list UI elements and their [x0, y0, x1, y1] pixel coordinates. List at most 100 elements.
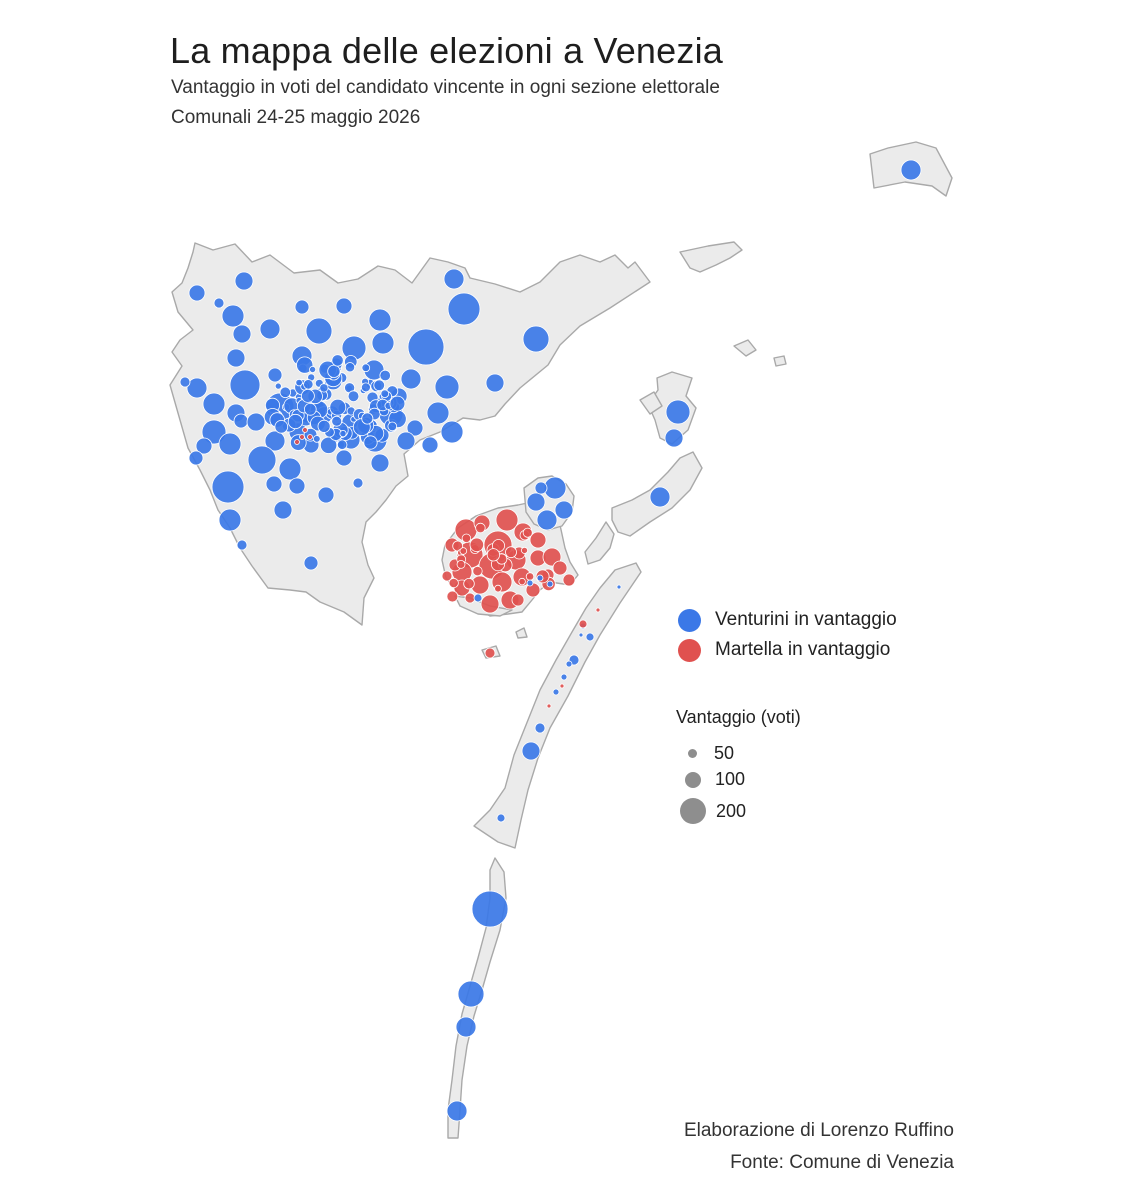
venturini-marker [526, 579, 534, 587]
venturini-marker [400, 368, 422, 390]
map-title: La mappa delle elezioni a Venezia [170, 30, 723, 71]
venturini-marker [305, 317, 333, 345]
size-legend-50-label: 50 [714, 743, 735, 763]
venturini-marker [234, 271, 254, 291]
venturini-marker [434, 374, 460, 400]
venturini-marker [485, 373, 505, 393]
venturini-marker [361, 363, 371, 373]
martella-marker [307, 434, 313, 440]
venturini-marker [352, 477, 364, 489]
venturini-marker [287, 413, 303, 430]
venturini-marker [426, 401, 450, 425]
venturini-marker [521, 741, 541, 761]
martella-marker [302, 427, 308, 433]
martella-marker [480, 594, 500, 614]
martella-marker [463, 578, 475, 590]
land-islet-3 [515, 627, 528, 639]
size-legend-100-dot [685, 771, 701, 788]
color-legend: Venturini in vantaggio Martella in vanta… [678, 605, 978, 665]
martella-marker [495, 508, 519, 532]
venturini-marker [554, 500, 574, 520]
martella-marker [469, 537, 485, 553]
venturini-marker [267, 367, 283, 383]
size-legend-100: 100 [680, 769, 745, 790]
venturini-marker [421, 436, 439, 454]
venturini-marker [900, 159, 922, 181]
venturini-marker [186, 377, 208, 399]
martella-marker [459, 547, 468, 555]
venturini-marker [229, 369, 261, 401]
venturini-marker [274, 419, 289, 434]
venturini-marker [396, 431, 416, 451]
venturini-marker [380, 389, 390, 399]
martella-marker [595, 607, 601, 613]
venturini-marker [218, 432, 242, 456]
legend-martella-label: Martella in vantaggio [715, 639, 891, 660]
martella-marker [578, 619, 588, 629]
martella-marker [475, 522, 486, 534]
venturini-marker [279, 386, 292, 399]
legend-venturini-label: Venturini in vantaggio [715, 609, 897, 630]
martella-marker [448, 577, 459, 589]
venturini-marker [473, 593, 483, 603]
venturini-marker [446, 1100, 468, 1122]
size-legend-200-label: 200 [716, 800, 747, 821]
section-markers [179, 159, 922, 1122]
venturini-marker [440, 420, 464, 444]
land-islet-2 [773, 355, 787, 367]
land-lido [473, 562, 642, 849]
venturini-marker [387, 421, 398, 432]
martella-marker [546, 703, 552, 709]
venturini-marker [536, 574, 544, 582]
venturini-marker [264, 430, 286, 452]
venturini-marker [188, 450, 204, 466]
land-islet-north [639, 391, 663, 415]
venturini-marker [309, 365, 317, 373]
venturini-marker [273, 500, 293, 520]
venturini-marker [179, 376, 191, 388]
martella-marker [299, 434, 305, 440]
map-subtitle: Vantaggio in voti del candidato vincente… [171, 77, 720, 98]
venturini-marker [335, 297, 353, 315]
venturini-marker [496, 813, 506, 823]
venturini-marker [585, 632, 595, 642]
martella-marker [529, 531, 547, 549]
venturini-marker [379, 369, 391, 382]
venturini-marker [233, 413, 249, 429]
credit-author: Elaborazione di Lorenzo Ruffino [683, 1120, 954, 1141]
venturini-marker [335, 449, 353, 467]
martella-marker [441, 570, 453, 582]
venturini-marker [447, 292, 481, 326]
size-legend-title: Vantaggio (voti) [676, 707, 801, 727]
map-subtitle-date: Comunali 24-25 maggio 2026 [171, 107, 421, 128]
venturini-marker [218, 508, 242, 532]
venturini-marker [246, 412, 266, 432]
legend-martella: Martella in vantaggio [678, 635, 978, 665]
venturini-marker [526, 492, 546, 512]
venturini-marker [213, 297, 225, 309]
venturini-marker [236, 539, 248, 551]
venturini-marker [534, 481, 548, 495]
venturini-marker [295, 378, 303, 387]
martella-marker [562, 573, 576, 587]
martella-marker [446, 590, 459, 603]
venturini-marker [188, 284, 206, 302]
martella-marker [472, 565, 483, 577]
martella-marker [484, 647, 496, 659]
size-legend-200: 200 [680, 798, 746, 824]
venturini-marker [361, 412, 374, 425]
credit-source: Fonte: Comune di Venezia [730, 1152, 954, 1173]
venturini-marker [247, 445, 277, 475]
venturini-marker [278, 457, 302, 481]
legend-venturini-swatch [678, 608, 701, 632]
venturini-marker [389, 395, 406, 412]
venturini-marker [331, 415, 343, 427]
venturini-marker [319, 383, 329, 393]
size-legend-100-label: 100 [715, 769, 746, 789]
martella-marker [494, 584, 502, 593]
venturini-marker [265, 475, 283, 493]
venturini-marker [329, 398, 347, 416]
venturini-marker [664, 428, 684, 448]
venturini-marker [337, 439, 348, 450]
